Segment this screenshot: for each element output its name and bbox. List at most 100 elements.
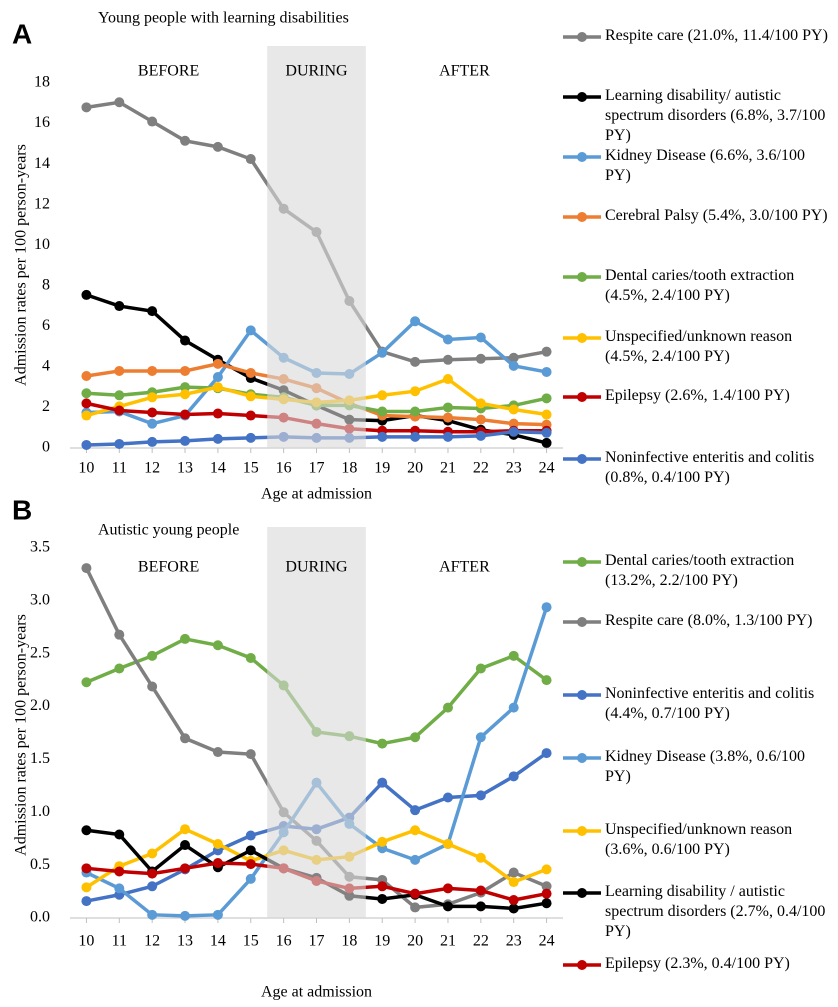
data-point — [245, 325, 256, 336]
x-axis-label: Age at admission — [261, 984, 372, 1001]
x-tick-label: 14 — [210, 933, 226, 950]
data-point — [377, 738, 388, 749]
y-tick-label: 8 — [42, 276, 50, 293]
data-point — [245, 859, 256, 870]
data-point — [245, 845, 256, 856]
legend-marker — [577, 960, 587, 970]
x-tick-label: 10 — [78, 933, 94, 950]
data-point — [475, 430, 486, 441]
data-point — [410, 888, 421, 899]
legend-marker — [577, 454, 587, 464]
data-point — [475, 663, 486, 674]
data-point — [442, 901, 453, 912]
x-tick-label: 19 — [374, 933, 390, 950]
y-tick-label: 1.0 — [30, 803, 50, 820]
y-tick-label: 10 — [34, 236, 50, 253]
data-point — [147, 436, 158, 447]
panel-letter: A — [12, 18, 32, 49]
data-point — [180, 863, 191, 874]
x-tick-label: 23 — [506, 460, 522, 477]
period-label: AFTER — [439, 559, 490, 576]
data-point — [245, 367, 256, 378]
period-label: BEFORE — [138, 63, 199, 80]
data-point — [410, 854, 421, 865]
data-point — [245, 154, 256, 165]
legend-marker — [577, 212, 587, 222]
data-point — [508, 404, 519, 415]
data-point — [81, 410, 92, 421]
shaded-band — [267, 46, 366, 448]
legend-label: Learning disability/ autistic spectrum d… — [605, 87, 826, 144]
data-point — [147, 306, 158, 317]
legend-marker — [577, 152, 587, 162]
data-point — [114, 97, 125, 108]
legend-label: Noninfective enteritis and colitis (0.8%… — [605, 449, 815, 486]
data-point — [212, 909, 223, 920]
x-tick-label: 23 — [506, 933, 522, 950]
data-point — [245, 432, 256, 443]
x-tick-label: 19 — [374, 460, 390, 477]
period-label: BEFORE — [138, 559, 199, 576]
data-point — [541, 366, 552, 377]
data-point — [212, 372, 223, 383]
x-tick-label: 16 — [276, 460, 292, 477]
data-point — [114, 390, 125, 401]
data-point — [114, 438, 125, 449]
data-point — [180, 135, 191, 146]
data-point — [147, 116, 158, 127]
data-point — [212, 141, 223, 152]
legend-marker — [577, 32, 587, 42]
y-tick-label: 6 — [42, 317, 50, 334]
data-point — [114, 405, 125, 416]
data-point — [245, 652, 256, 663]
data-point — [475, 885, 486, 896]
data-point — [442, 412, 453, 423]
data-point — [147, 868, 158, 879]
data-point — [541, 748, 552, 759]
y-tick-label: 3.5 — [30, 539, 50, 556]
period-label: DURING — [285, 559, 348, 576]
data-point — [377, 390, 388, 401]
period-label: AFTER — [439, 63, 490, 80]
data-point — [147, 881, 158, 892]
data-point — [410, 356, 421, 367]
data-point — [541, 427, 552, 438]
x-tick-label: 24 — [539, 933, 555, 950]
data-point — [442, 792, 453, 803]
legend-label: Kidney Disease (3.8%, 0.6/100 PY) — [605, 748, 805, 785]
data-point — [81, 398, 92, 409]
y-tick-label: 16 — [34, 114, 50, 131]
data-point — [212, 640, 223, 651]
data-point — [410, 316, 421, 327]
data-point — [81, 371, 92, 382]
legend-marker — [577, 826, 587, 836]
period-label: DURING — [285, 63, 348, 80]
y-tick-label: 2.0 — [30, 697, 50, 714]
data-point — [442, 883, 453, 894]
x-tick-label: 12 — [144, 933, 160, 950]
data-point — [245, 830, 256, 841]
data-point — [147, 365, 158, 376]
data-point — [541, 437, 552, 448]
data-point — [180, 840, 191, 851]
data-point — [508, 895, 519, 906]
data-point — [442, 839, 453, 849]
data-point — [410, 406, 421, 417]
data-point — [147, 681, 158, 692]
data-point — [81, 289, 92, 300]
x-axis-label: Age at admission — [261, 486, 372, 503]
legend-label: Unspecified/unknown reason (3.6%, 0.6/10… — [605, 821, 793, 858]
x-tick-label: 12 — [144, 460, 160, 477]
data-point — [541, 346, 552, 357]
data-point — [81, 825, 92, 836]
data-point — [508, 650, 519, 661]
data-point — [410, 386, 421, 397]
data-point — [114, 883, 125, 894]
data-point — [81, 863, 92, 874]
data-point — [377, 431, 388, 442]
legend-label: Epilepsy (2.3%, 0.4/100 PY) — [605, 955, 790, 972]
data-point — [81, 388, 92, 399]
y-tick-label: 12 — [34, 195, 50, 212]
legend-marker — [577, 888, 587, 898]
chart-title: Autistic young people — [98, 522, 239, 539]
